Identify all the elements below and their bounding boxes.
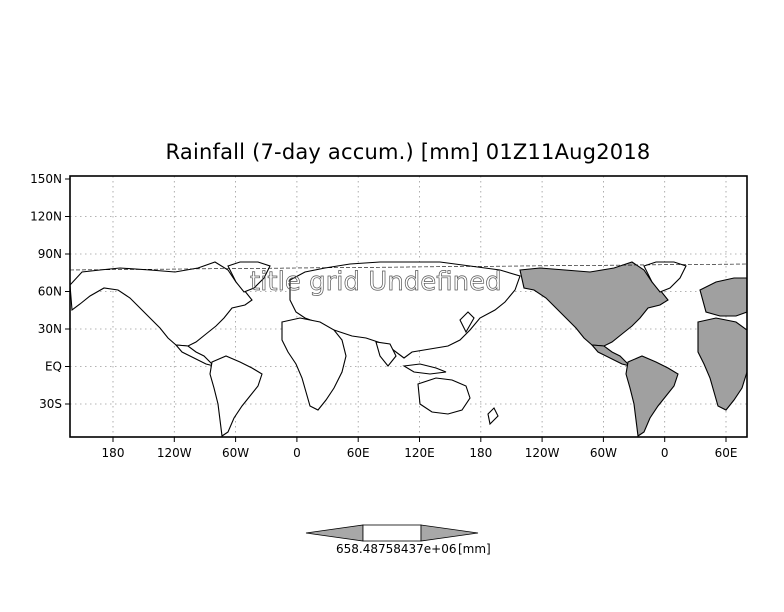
greenland-land: [227, 261, 271, 293]
continents-filled: [519, 261, 747, 437]
greenland-outline-right: [643, 261, 687, 293]
map-frame: [69, 175, 748, 438]
arctic-coastline: [70, 263, 747, 271]
x-axis-ticks: 180 120W 60W 0 60E 120E 180 120W 60W 0 60E: [102, 437, 738, 460]
australia-land: [417, 377, 471, 415]
colorbar-box: [362, 524, 422, 542]
x-tick-label: 180: [469, 446, 492, 460]
colorbar-value-label: 658.48758437e+06: [336, 542, 457, 556]
y-tick-label: 30N: [38, 322, 62, 336]
y-tick-label: 60N: [38, 285, 62, 299]
japan-land: [459, 311, 475, 334]
y-tick-label: 90N: [38, 247, 62, 261]
colorbar-left-triangle: [305, 524, 364, 542]
x-tick-label: 120W: [157, 446, 192, 460]
north-america-filled: [519, 261, 669, 347]
continents-outline: [70, 261, 521, 437]
africa-land: [281, 317, 347, 411]
europe-filled: [699, 277, 747, 317]
grid-watermark: title grid Undefined: [250, 267, 502, 297]
x-tick-label: 0: [661, 446, 669, 460]
y-tick-label: 30S: [39, 397, 62, 411]
x-tick-label: 60E: [347, 446, 370, 460]
indonesia-land: [402, 363, 447, 375]
x-tick-label: 60W: [590, 446, 617, 460]
x-tick-label: 180: [102, 446, 125, 460]
x-tick-label: 0: [293, 446, 301, 460]
x-tick-label: 120E: [404, 446, 435, 460]
x-tick-label: 120W: [525, 446, 560, 460]
south-america-filled: [625, 355, 679, 437]
y-tick-label: 150N: [30, 172, 62, 186]
x-tick-label: 60W: [222, 446, 249, 460]
south-america-land: [209, 355, 263, 437]
new-zealand-land: [487, 407, 499, 426]
colorbar-unit-label: [mm]: [458, 542, 491, 556]
y-tick-label: EQ: [45, 360, 62, 374]
y-axis-ticks: 150N 120N 90N 60N 30N EQ 30S: [30, 172, 70, 411]
colorbar-right-triangle: [420, 524, 479, 542]
y-tick-label: 120N: [30, 210, 62, 224]
india-land: [375, 341, 397, 367]
africa-filled: [697, 317, 747, 411]
map-title: Rainfall (7-day accum.) [mm] 01Z11Aug201…: [165, 140, 651, 164]
x-tick-label: 60E: [715, 446, 738, 460]
colorbar: [305, 524, 479, 542]
north-america-land: [70, 261, 253, 347]
